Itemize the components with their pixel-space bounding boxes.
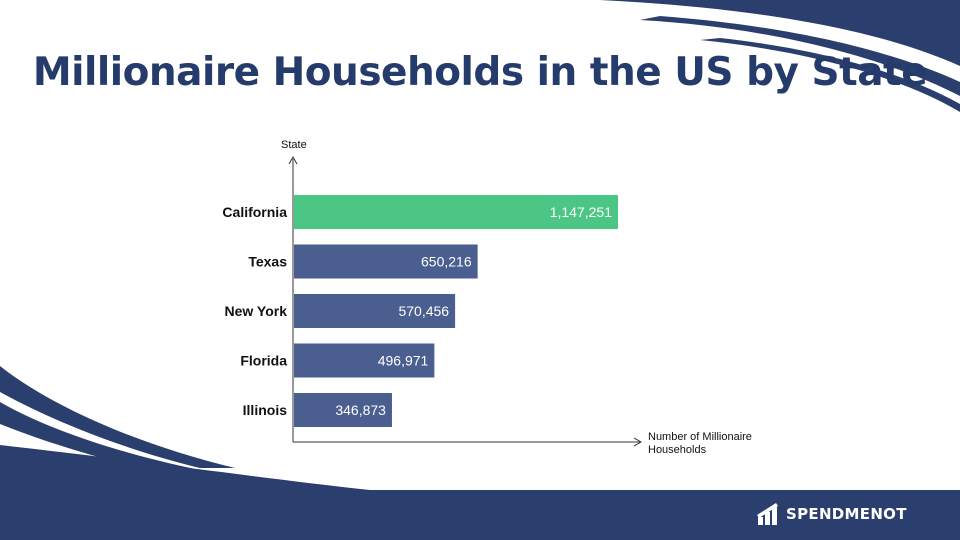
x-axis-arrow (633, 437, 643, 447)
value-label-illinois: 346,873 (335, 402, 386, 418)
bar-texas (294, 244, 478, 279)
chart-axes: State Number of Millionaire Households (281, 139, 752, 456)
bar-florida (294, 343, 435, 378)
x-axis-title: Number of Millionaire Households (648, 431, 752, 456)
category-label-texas: Texas (248, 254, 287, 270)
bar-illinois (294, 393, 392, 427)
top-right-swoosh-1 (600, 0, 960, 66)
value-label-texas: 650,216 (421, 254, 472, 270)
bar-new-york (294, 294, 456, 328)
category-label-new-york: New York (224, 303, 287, 319)
brand-name: SPENDMENOT (786, 505, 907, 523)
category-label-california: California (222, 204, 287, 220)
value-label-new-york: 570,456 (398, 303, 449, 319)
page-title: Millionaire Households in the US by Stat… (32, 50, 928, 95)
footer-band (0, 445, 960, 540)
value-label-california: 1,147,251 (550, 204, 612, 220)
bar-california (294, 195, 618, 229)
bottom-left-swoosh-2 (0, 402, 220, 474)
category-label-florida: Florida (240, 353, 287, 369)
brand-logo: SPENDMENOT (756, 500, 907, 528)
category-label-illinois: Illinois (243, 402, 288, 418)
y-axis-title: State (281, 139, 307, 151)
bars-group: California 1,147,251 Texas 650,216 New York 5… (222, 195, 618, 427)
y-axis-arrow (288, 155, 298, 165)
spendmenot-logo-icon (757, 503, 778, 525)
value-label-florida: 496,971 (378, 353, 429, 369)
